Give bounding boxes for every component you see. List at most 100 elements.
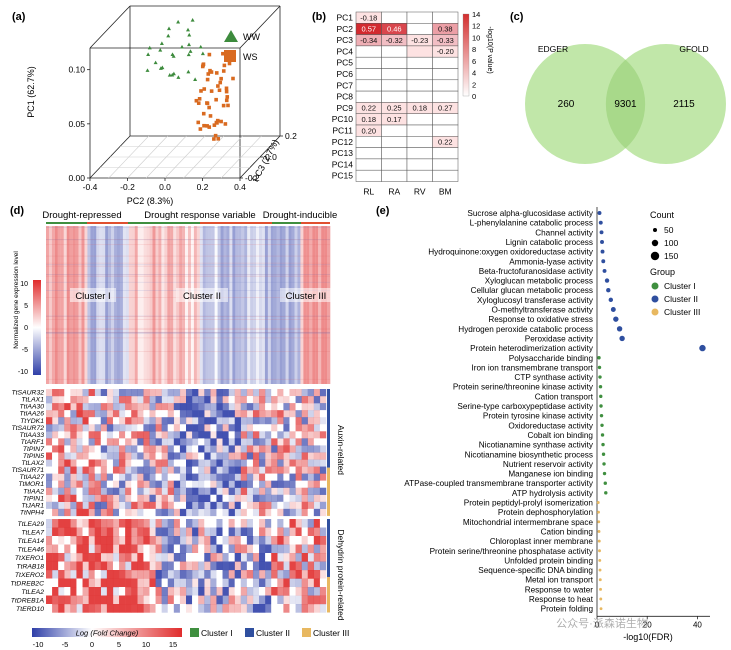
gene-heat-cell (88, 501, 95, 510)
gene-heat-cell (319, 587, 327, 596)
gene-heat-cell (125, 459, 132, 467)
gene-heat-cell (125, 389, 132, 397)
heatmap-row-label: PC10 (332, 114, 354, 124)
gene-heat-cell (137, 389, 144, 397)
gene-heat-cell (234, 536, 241, 545)
expression-column (164, 226, 168, 384)
gene-heat-cell (295, 473, 302, 481)
gene-heat-cell (58, 494, 65, 502)
gene-heat-cell (307, 417, 315, 425)
gene-heat-cell (301, 508, 308, 517)
gene-heat-cell (161, 410, 168, 418)
gene-heat-cell (76, 587, 83, 596)
gene-heat-cell (246, 445, 254, 453)
gene-heat-cell (149, 396, 156, 404)
gene-heat-cell (125, 544, 132, 554)
pca-point-ws (196, 101, 201, 105)
gene-heat-cell (277, 452, 284, 460)
gene-heat-cell (246, 473, 254, 481)
gene-heat-cell (106, 587, 114, 596)
gene-heat-cell (307, 519, 315, 528)
expression-column-bg (193, 226, 198, 384)
gene-heat-cell (88, 389, 95, 397)
gene-heat-cell (100, 508, 108, 517)
expression-column (182, 226, 186, 384)
expression-column (190, 226, 195, 384)
expression-column-bg (140, 226, 144, 384)
gene-heat-cell (295, 417, 302, 425)
expression-column-bg (114, 226, 118, 384)
gene-heat-cell (252, 561, 260, 571)
group-label-drought-repressed: Drought-repressed (42, 210, 121, 221)
pca-point-ws (209, 89, 214, 93)
gene-heat-cell (319, 424, 327, 432)
go-dot (597, 365, 602, 370)
gene-heat-cell (246, 410, 254, 418)
gene-heat-cell (100, 438, 108, 446)
heatmap-cell (432, 169, 459, 182)
gene-heat-cell (173, 570, 181, 579)
gene-heat-cell (88, 578, 95, 588)
gene-heat-cell (131, 445, 138, 453)
dehydrin-heatmap: TtLEA29TtLEA7TtLEA14TtLEA46TtXERO1TtRAB1… (10, 519, 330, 613)
gene-heat-cell (161, 487, 168, 495)
gene-heat-cell (301, 527, 308, 537)
gene-heat-cell (149, 578, 156, 588)
gene-heat-cell (240, 452, 248, 460)
heatmap-row-label: PC13 (332, 148, 354, 158)
gene-heat-cell (234, 424, 241, 432)
gene-heat-cell (252, 410, 260, 418)
gene-heat-cell (131, 396, 138, 404)
gene-heat-cell (228, 410, 235, 418)
gene-heat-cell (204, 403, 211, 411)
gene-heat-cell (143, 459, 150, 467)
gene-heat-cell (155, 536, 162, 545)
gene-heat-cell (252, 536, 260, 545)
gene-heat-cell (179, 595, 187, 605)
expression-column (193, 226, 198, 384)
expression-column-bg (199, 226, 204, 384)
gene-heat-cell (210, 473, 217, 481)
expression-column-bg (179, 226, 183, 384)
gene-heat-cell (76, 561, 83, 571)
gene-heat-cell (112, 604, 120, 613)
gene-heat-cell (131, 473, 138, 481)
gene-heat-cell (149, 561, 156, 571)
gene-heat-cell (119, 527, 126, 537)
gene-heat-cell (46, 396, 53, 404)
gene-heat-cell (222, 570, 229, 579)
gene-heat-cell (100, 480, 108, 488)
gene-heat-cell (210, 501, 217, 510)
gene-heat-cell (271, 519, 278, 528)
gene-heat-cell (131, 466, 138, 474)
gene-heat-cell (216, 561, 223, 571)
gene-heat-cell (265, 487, 272, 495)
expression-column-bg (78, 226, 82, 384)
pca-point-ws (219, 119, 223, 124)
gene-heat-cell (52, 389, 59, 397)
gene-heat-cell (216, 595, 223, 605)
gene-heat-cell (289, 561, 296, 571)
count-legend-dot-100 (651, 239, 659, 247)
gene-heat-cell (70, 452, 77, 460)
gene-heat-cell (240, 544, 248, 554)
go-dot (596, 501, 600, 504)
gene-heat-cell (82, 424, 89, 432)
expression-column (208, 226, 212, 384)
expression-column-bg (137, 226, 141, 384)
gene-heat-cell (204, 587, 211, 596)
gene-heat-cell (137, 587, 144, 596)
gene-heat-cell (186, 578, 193, 588)
gene-heat-cell (143, 403, 150, 411)
gene-heat-cell (52, 473, 59, 481)
expression-column (170, 226, 174, 384)
go-term-label: Cobalt ion binding (527, 431, 593, 440)
gene-heat-cell (198, 424, 205, 432)
gene-heat-cell (149, 473, 156, 481)
gene-heat-cell (179, 527, 187, 537)
gene-heat-cell (88, 570, 95, 579)
gene-heat-cell (179, 466, 187, 474)
gene-heat-cell (149, 452, 156, 460)
pca-point-ws (224, 98, 229, 103)
gene-heat-cell (173, 494, 181, 502)
